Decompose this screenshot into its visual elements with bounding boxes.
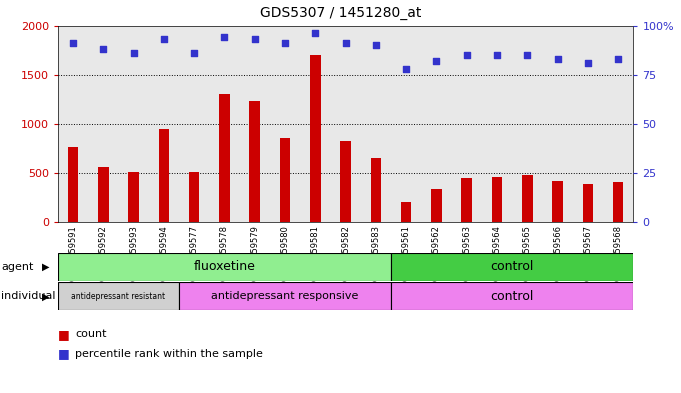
Bar <box>98 167 108 222</box>
Point <box>552 56 563 62</box>
Point <box>189 50 200 56</box>
Text: ■: ■ <box>58 327 69 341</box>
Bar <box>361 26 391 222</box>
Text: ▶: ▶ <box>42 291 50 301</box>
Bar <box>310 55 321 222</box>
Bar <box>543 26 573 222</box>
Bar <box>573 26 603 222</box>
Bar <box>512 26 543 222</box>
Point <box>310 30 321 37</box>
Point <box>400 66 411 72</box>
Bar <box>58 282 179 310</box>
Bar <box>330 26 361 222</box>
Point <box>522 52 533 58</box>
Bar <box>482 26 512 222</box>
Bar <box>391 253 633 281</box>
Bar <box>219 94 229 222</box>
Bar <box>452 26 482 222</box>
Bar <box>209 26 240 222</box>
Point <box>613 56 624 62</box>
Point <box>98 46 109 52</box>
Bar <box>603 26 633 222</box>
Bar <box>391 282 633 310</box>
Bar <box>522 175 533 222</box>
Bar <box>401 202 411 222</box>
Text: fluoxetine: fluoxetine <box>193 260 255 274</box>
Text: antidepressant resistant: antidepressant resistant <box>72 292 165 301</box>
Bar <box>128 172 139 222</box>
Bar <box>159 129 169 222</box>
Bar <box>462 178 472 222</box>
Point <box>582 60 593 66</box>
Point <box>340 40 351 46</box>
Text: count: count <box>75 329 106 339</box>
Point <box>492 52 503 58</box>
Bar <box>118 26 148 222</box>
Text: ▶: ▶ <box>42 262 50 272</box>
Bar <box>370 158 381 222</box>
Bar <box>189 172 200 222</box>
Text: ■: ■ <box>58 347 69 360</box>
Bar <box>58 26 88 222</box>
Bar <box>179 26 209 222</box>
Bar <box>431 189 442 222</box>
Bar <box>179 282 391 310</box>
Bar <box>280 138 290 222</box>
Text: control: control <box>490 260 534 274</box>
Bar <box>88 26 118 222</box>
Text: percentile rank within the sample: percentile rank within the sample <box>75 349 263 359</box>
Text: GDS5307 / 1451280_at: GDS5307 / 1451280_at <box>260 6 421 20</box>
Bar <box>148 26 179 222</box>
Bar <box>270 26 300 222</box>
Text: agent: agent <box>1 262 34 272</box>
Bar <box>249 101 260 222</box>
Point <box>370 42 381 48</box>
Bar <box>67 147 78 222</box>
Point <box>67 40 78 46</box>
Text: antidepressant responsive: antidepressant responsive <box>211 291 359 301</box>
Bar <box>58 253 391 281</box>
Bar <box>492 177 503 222</box>
Point <box>159 36 170 42</box>
Bar <box>552 181 563 222</box>
Point <box>431 58 442 64</box>
Point <box>461 52 472 58</box>
Bar <box>340 141 351 222</box>
Point <box>219 34 230 40</box>
Bar <box>391 26 422 222</box>
Text: individual: individual <box>1 291 56 301</box>
Bar <box>422 26 452 222</box>
Point <box>249 36 260 42</box>
Point <box>128 50 139 56</box>
Bar <box>613 182 624 222</box>
Bar <box>300 26 330 222</box>
Bar <box>583 184 593 222</box>
Bar <box>240 26 270 222</box>
Point <box>280 40 291 46</box>
Text: control: control <box>490 290 534 303</box>
